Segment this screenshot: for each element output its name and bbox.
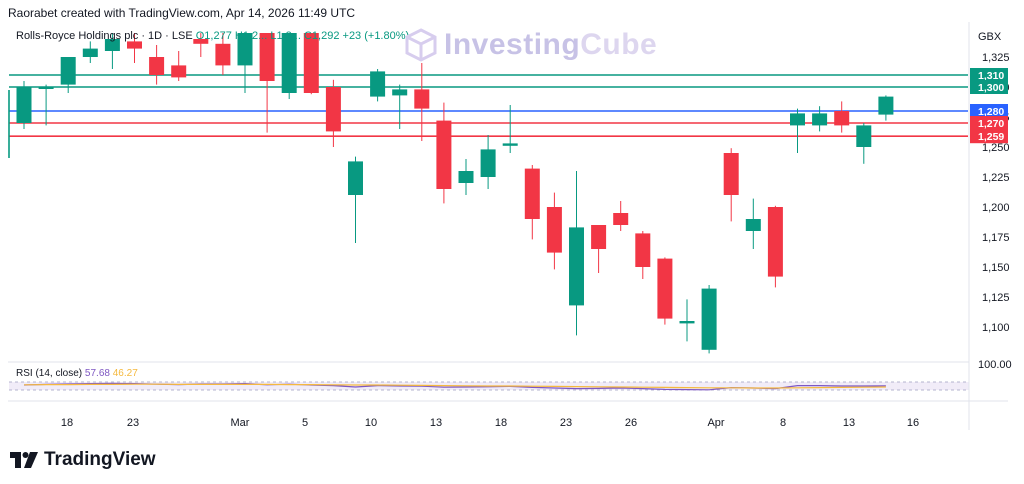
time-axis[interactable]: 18 23 Mar 5 10 13 18 23 26 Apr 8 13 16 [8,400,1008,429]
x-tick-label: 26 [625,417,637,429]
candle-body [635,233,651,267]
rsi-value: 57.68 [84,368,110,379]
x-tick-label: 18 [495,417,507,429]
y-tick-label: 1,250 [982,142,1010,154]
rsi-pane [8,361,969,391]
y-tick-label: 1,200 [982,202,1010,214]
candle-body [82,48,98,57]
level-price-box [970,68,1008,82]
candle-body [480,149,496,177]
y-tick-label: 1,225 [982,172,1010,184]
candle-body [348,161,363,195]
watermark-text-part1: Investing [444,28,581,61]
level-price-box [970,129,1008,144]
candle-body [436,120,452,189]
candles [16,33,894,354]
candle-body [569,227,584,306]
rsi-legend[interactable]: RSI (14, close) 57.68 46.27 [16,368,138,379]
candle-body [856,125,872,147]
tradingview-logo-icon [10,452,38,468]
candle-body [237,33,253,66]
x-tick-label: 8 [780,417,786,429]
currency-label[interactable]: GBX [978,31,1002,43]
candle-body [127,41,142,49]
candle-body [657,258,673,319]
candle-body [281,33,297,93]
candle-body [414,89,430,109]
level-price-box [970,80,1008,94]
candle-body [325,87,341,132]
rsi-label: RSI (14, close) [16,368,83,379]
x-tick-label: Apr [707,417,724,429]
candle-body [370,71,386,97]
x-tick-label: 13 [430,417,442,429]
y-tick-label: 1,150 [982,262,1010,274]
rsi-series-line [23,383,886,389]
x-tick-label: 18 [61,417,73,429]
candle-body [16,87,32,123]
candle-body [502,143,518,146]
candle-body [149,57,165,75]
level-price-label: 1,300 [978,82,1004,94]
y-tick-label: 1,325 [982,52,1010,64]
candle-body [812,113,828,126]
x-tick-label: 23 [127,417,139,429]
candle-body [104,39,120,51]
cube-icon [405,28,437,62]
symbol-name: Rolls-Royce Holdings plc · 1D · LSE [16,30,193,42]
chart-caption: Raorabet created with TradingView.com, A… [8,6,356,20]
candle-body [392,89,408,96]
candle-body [767,207,783,277]
investingcube-watermark: InvestingCube [404,28,657,62]
candle-body [458,171,474,183]
candle-body [878,96,894,115]
price-change: +23 (+1.80%) [342,30,410,42]
candle-body [834,111,850,126]
candle-body [679,321,695,324]
candle-body [303,33,319,93]
candle-body [193,39,209,44]
candle-body [60,57,76,85]
y-tick-label: 1,125 [982,292,1010,304]
x-tick-label: Mar [231,417,250,429]
candle-body [790,113,805,126]
y-tick-label: 1,175 [982,232,1010,244]
level-price-label: 1,270 [978,118,1004,130]
rsi-top-tick: 100.00 [978,359,1012,371]
level-price-label: 1,259 [978,131,1004,143]
candle-body [171,65,187,78]
candle-body [591,225,607,249]
candle-body [745,219,761,231]
x-tick-label: 5 [302,417,308,429]
tradingview-wordmark: TradingView [44,449,156,470]
candle-body [215,43,231,66]
watermark-text: InvestingCube [444,28,657,62]
symbol-legend[interactable]: Rolls-Royce Holdings plc · 1D · LSE O1,2… [16,30,409,42]
x-tick-label: 10 [365,417,377,429]
level-price-label: 1,310 [978,70,1004,82]
tradingview-brand[interactable]: TradingView [10,449,156,471]
candle-body [701,288,717,350]
watermark-text-part2: Cube [580,28,658,61]
level-price-box [970,104,1008,118]
candle-body [546,207,562,253]
x-tick-label: 16 [907,417,919,429]
candle-body [613,213,629,225]
level-price-box [970,116,1008,130]
ohlc-values: O1,277 H1,2... L1,2... C1,292 [195,30,340,42]
candle-body [524,168,540,219]
x-tick-label: 13 [843,417,855,429]
rsi-ma-value: 46.27 [112,368,138,379]
candle-body [38,87,54,89]
level-price-label: 1,280 [978,106,1004,118]
x-tick-label: 23 [560,417,572,429]
candle-body [259,33,275,81]
candle-body [723,153,739,195]
y-tick-label: 1,100 [982,322,1010,334]
